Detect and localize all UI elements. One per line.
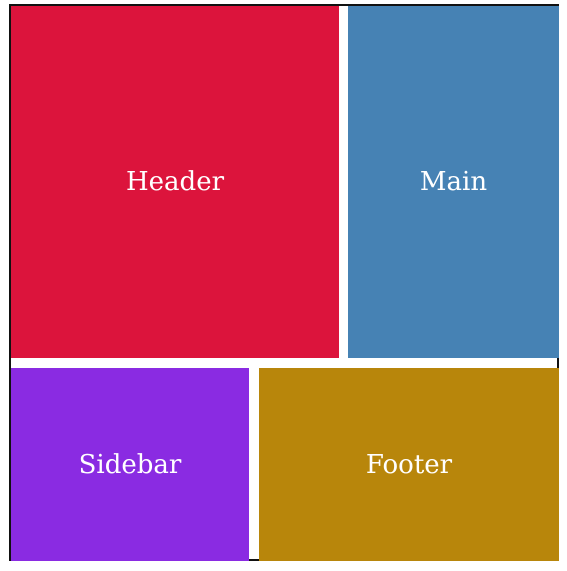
main-label: Main xyxy=(419,167,488,197)
header-block: Header xyxy=(11,6,339,358)
footer-label: Footer xyxy=(365,449,453,480)
sidebar-block: Sidebar xyxy=(11,368,249,561)
main-block: Main xyxy=(348,6,559,358)
footer-block: Footer xyxy=(259,368,559,561)
header-label: Header xyxy=(125,167,225,197)
sidebar-label: Sidebar xyxy=(78,449,182,480)
